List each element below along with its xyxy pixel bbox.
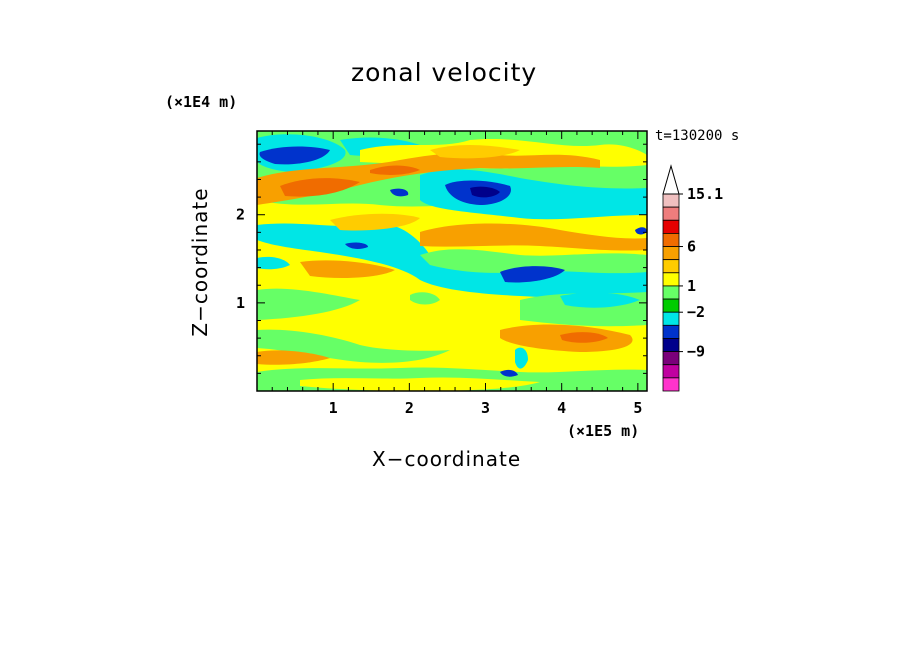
y-tick-label: 2 [236, 206, 245, 224]
low-cyan-bottom [515, 347, 528, 369]
colorbar-swatch [662, 298, 680, 313]
top-orange-core [280, 178, 360, 197]
colorbar-swatch [662, 193, 680, 208]
contour-field [257, 131, 647, 391]
colorbar-swatch [662, 364, 680, 379]
low-green-patch [410, 292, 440, 305]
colorbar: 15.1 6 1 −2 −9 [662, 164, 723, 392]
colorbar-swatch [662, 324, 680, 339]
mid-cyan-edge [257, 256, 290, 270]
mid-green-band [420, 249, 647, 274]
colorbar-label: 1 [687, 277, 696, 295]
chart-title: zonal velocity [351, 58, 538, 87]
colorbar-swatch [662, 232, 680, 247]
colorbar-swatch [662, 259, 680, 274]
colorbar-label: 6 [687, 238, 696, 256]
low-green-band [257, 288, 360, 320]
mid-blue-core-1 [500, 266, 565, 283]
colorbar-swatch [662, 338, 680, 353]
top-blue-core-1 [259, 146, 330, 165]
colorbar-swatch [662, 311, 680, 326]
colorbar-swatch [662, 246, 680, 261]
x-tick-label: 2 [405, 399, 414, 417]
colorbar-swatch [662, 272, 680, 287]
colorbar-swatch [662, 285, 680, 300]
x-tick-label: 1 [329, 399, 338, 417]
low-orange-left [257, 350, 330, 365]
y-tick-label: 1 [236, 294, 245, 312]
colorbar-swatch [662, 377, 680, 392]
colorbar-swatch [662, 219, 680, 234]
low-cyan-right [560, 292, 640, 308]
x-axis-label: X−coordinate [372, 447, 522, 471]
plot-frame [256, 130, 648, 392]
x-tick-label: 4 [557, 399, 566, 417]
colorbar-label: −2 [687, 303, 705, 321]
top-orange-core-2 [370, 165, 420, 175]
x-axis-ticks: 1 2 3 4 5 [271, 131, 642, 417]
top-darkblue-core [470, 186, 500, 198]
x-tick-label: 5 [633, 399, 642, 417]
y-axis-ticks: 12 [236, 143, 647, 374]
colorbar-swatch [662, 206, 680, 221]
low-blue-bottom [500, 369, 518, 377]
mid-yellow-patch-1 [330, 213, 420, 231]
mid-orange-band [420, 223, 647, 251]
top-yellow-mid [430, 145, 520, 159]
top-blue-core-3 [390, 188, 409, 197]
low-yellow-bottom [300, 377, 540, 391]
low-darkorange-right [560, 332, 608, 343]
colorbar-label: −9 [687, 343, 705, 361]
low-green-band-2 [257, 329, 450, 363]
mid-orange-band-2 [300, 260, 395, 278]
colorbar-extend-triangle [662, 164, 680, 195]
y-axis-unit: (×1E4 m) [165, 93, 238, 111]
colorbar-label: 15.1 [687, 185, 723, 203]
colorbar-swatch [662, 351, 680, 366]
top-orange-band [257, 152, 600, 205]
time-label: t=130200 s [655, 128, 740, 144]
x-tick-label: 3 [481, 399, 490, 417]
mid-blue-core-2 [345, 242, 368, 249]
x-axis-unit: (×1E5 m) [567, 422, 640, 440]
